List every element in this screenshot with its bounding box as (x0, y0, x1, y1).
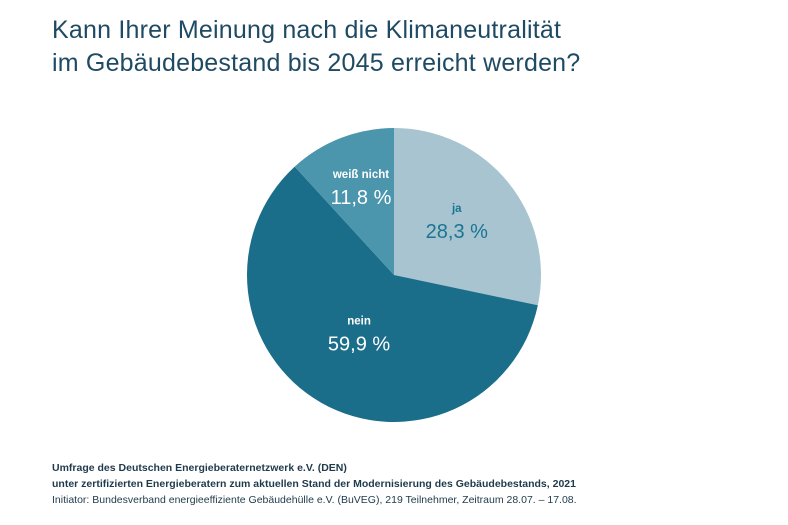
chart-title-line-2: im Gebäudebestand bis 2045 erreicht werd… (52, 49, 581, 77)
pie-slice-nein (246, 166, 538, 423)
source-line-1: Umfrage des Deutschen Energieberaternetz… (52, 462, 347, 474)
slice-label: weiß nicht (332, 169, 389, 181)
slice-label: nein (347, 315, 371, 327)
chart-source-note: Umfrage des Deutschen Energieberaternetz… (52, 460, 772, 508)
slice-value: 11,8 % (331, 187, 392, 209)
pie-slice-ja (394, 128, 541, 306)
slice-value: 59,9 % (328, 333, 390, 355)
slice-label: ja (451, 203, 462, 215)
slice-value: 28,3 % (426, 221, 488, 243)
pie-slice-weiss-nicht (294, 128, 394, 275)
source-line-2: unter zertifizierten Energieberatern zum… (52, 478, 576, 490)
chart-title-line-1: Kann Ihrer Meinung nach die Klimaneutral… (52, 16, 562, 44)
chart-title: Kann Ihrer Meinung nach die Klimaneutral… (52, 14, 752, 80)
source-line-3: Initiator: Bundesverband energieeffizien… (52, 494, 577, 506)
